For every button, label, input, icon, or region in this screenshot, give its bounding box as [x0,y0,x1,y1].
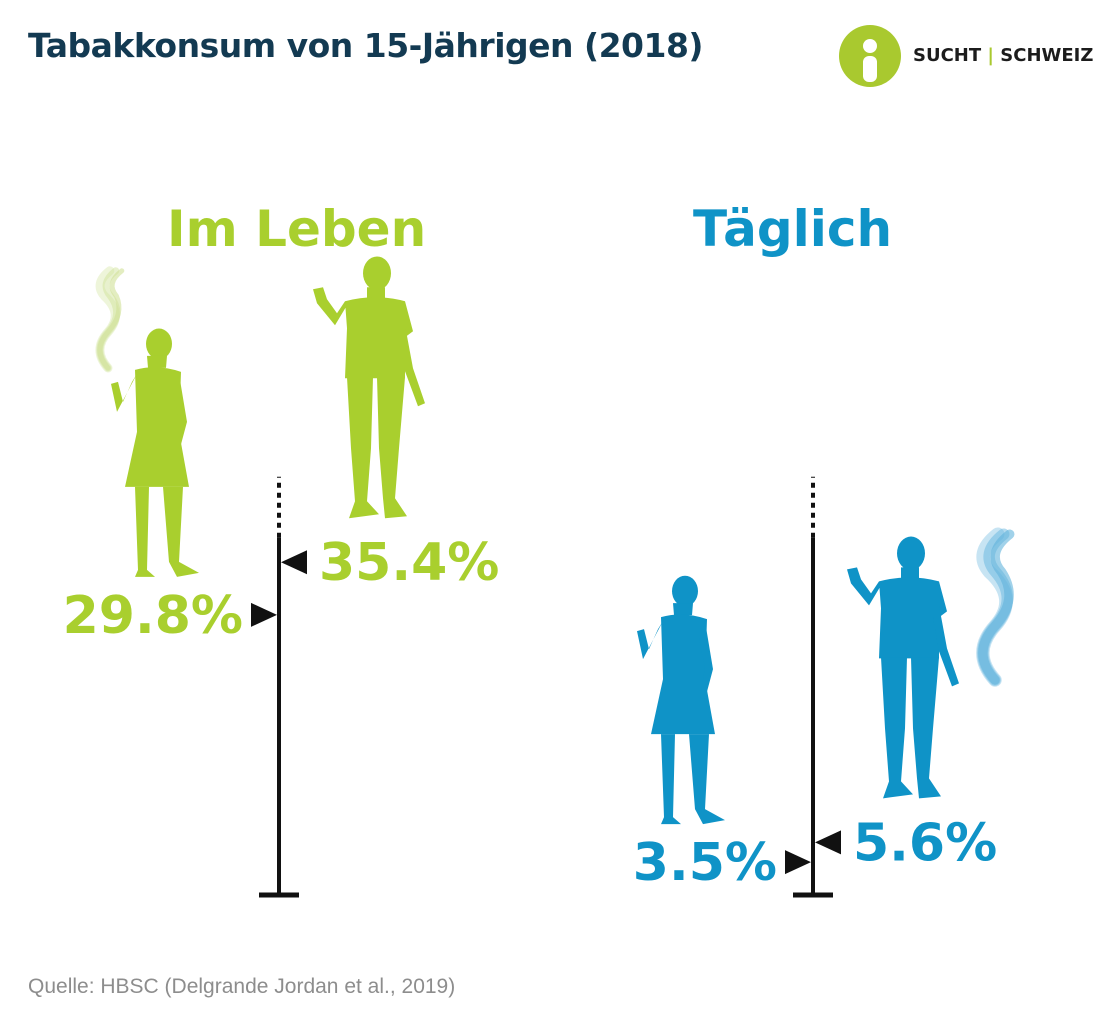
smoke-icon [95,266,125,373]
marker-arrow-icon-girls [785,850,811,875]
sucht-schweiz-logo: SUCHT | SCHWEIZ [838,24,1093,88]
female-smoker-icon [111,328,199,577]
logo-person-icon [839,25,901,87]
value-label-boys: 35.4% [319,533,499,593]
female-smoker-icon [637,575,725,825]
value-label-girls: 3.5% [633,833,777,893]
marker-arrow-icon-girls [251,602,277,627]
male-smoker-icon [313,256,425,519]
heading-im-leben: Im Leben [167,200,427,258]
marker-arrow-icon-boys [815,830,841,855]
logo-text-left: SUCHT [913,45,982,66]
male-smoker-icon [847,536,959,799]
marker-arrow-icon-boys [281,550,307,575]
source-note: Quelle: HBSC (Delgrande Jordan et al., 2… [28,975,456,998]
value-label-girls: 29.8% [63,586,243,646]
page-title: Tabakkonsum von 15-Jährigen (2018) [28,26,704,65]
smoke-icon [976,527,1015,687]
logo-text-right: SCHWEIZ [1000,45,1094,66]
value-label-boys: 5.6% [853,813,997,873]
logo-separator: | [987,45,994,66]
heading-taeglich: Täglich [693,200,893,258]
